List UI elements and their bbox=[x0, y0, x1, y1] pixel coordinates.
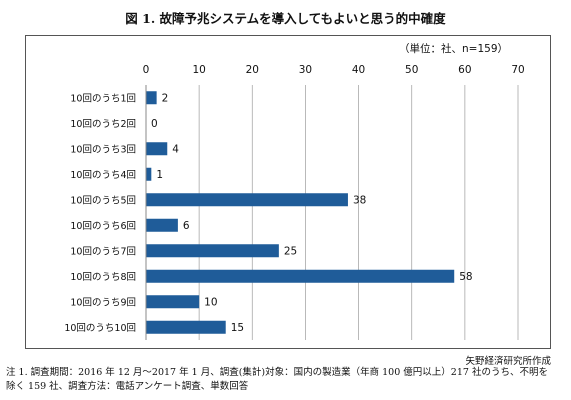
bar bbox=[146, 142, 168, 156]
x-tick-label: 40 bbox=[352, 64, 365, 76]
category-label: 10回のうち2回 bbox=[70, 119, 136, 130]
data-label: 15 bbox=[231, 322, 244, 334]
x-tick-labels: 0 10 20 30 40 50 60 70 bbox=[143, 64, 525, 76]
data-label: 1 bbox=[156, 169, 163, 181]
data-label: 58 bbox=[459, 271, 472, 283]
x-tick-label: 0 bbox=[143, 64, 150, 76]
category-label: 10回のうち8回 bbox=[70, 272, 136, 283]
x-tick-label: 10 bbox=[192, 64, 205, 76]
category-labels: 10回のうち1回 10回のうち2回 10回のうち3回 10回のうち4回 10回のうち5回… bbox=[64, 93, 136, 334]
x-tick-label: 30 bbox=[299, 64, 312, 76]
x-tick-label: 60 bbox=[458, 64, 471, 76]
chart-frame bbox=[25, 35, 551, 349]
data-label: 2 bbox=[162, 92, 169, 104]
category-label: 10回のうち6回 bbox=[70, 221, 136, 232]
source-credit: 矢野経済研究所作成 bbox=[465, 356, 551, 367]
category-label: 10回のうち3回 bbox=[70, 144, 136, 155]
footnote: 注 1. 調査期間：2016 年 12 月～2017 年 1 月、調査(集計)対… bbox=[6, 366, 566, 394]
data-label: 10 bbox=[204, 296, 217, 308]
bars bbox=[146, 91, 455, 334]
bar bbox=[146, 244, 279, 258]
bar bbox=[146, 218, 178, 232]
grid-lines bbox=[198, 85, 519, 340]
data-label: 25 bbox=[284, 245, 297, 257]
bar bbox=[146, 320, 226, 334]
category-label: 10回のうち9回 bbox=[70, 297, 136, 308]
bar bbox=[146, 167, 152, 181]
x-tick-label: 50 bbox=[405, 64, 418, 76]
data-label: 4 bbox=[172, 143, 179, 155]
bar bbox=[146, 193, 348, 207]
data-label: 6 bbox=[183, 220, 190, 232]
bar bbox=[146, 269, 455, 283]
bar bbox=[146, 91, 157, 105]
data-labels: 2 0 4 1 38 6 25 58 10 15 bbox=[151, 92, 473, 334]
footnote-line-1: 注 1. 調査期間：2016 年 12 月～2017 年 1 月、調査(集計)対… bbox=[6, 367, 548, 378]
category-label: 10回のうち1回 bbox=[70, 93, 136, 104]
footnote-line-2: 除く 159 社、調査方法：電話アンケート調査、単数回答 bbox=[6, 381, 249, 392]
chart-title: 図 1. 故障予兆システムを導入してもよいと思う的中確度 bbox=[125, 11, 446, 26]
unit-label: （単位：社、n=159） bbox=[399, 42, 508, 55]
x-tick-label: 70 bbox=[511, 64, 524, 76]
category-label: 10回のうち7回 bbox=[70, 246, 136, 257]
category-label: 10回のうち10回 bbox=[64, 323, 136, 334]
x-tick-label: 20 bbox=[246, 64, 259, 76]
category-label: 10回のうち5回 bbox=[70, 195, 136, 206]
bar bbox=[146, 295, 200, 309]
data-label: 0 bbox=[151, 118, 158, 130]
data-label: 38 bbox=[353, 194, 366, 206]
category-label: 10回のうち4回 bbox=[70, 170, 136, 181]
